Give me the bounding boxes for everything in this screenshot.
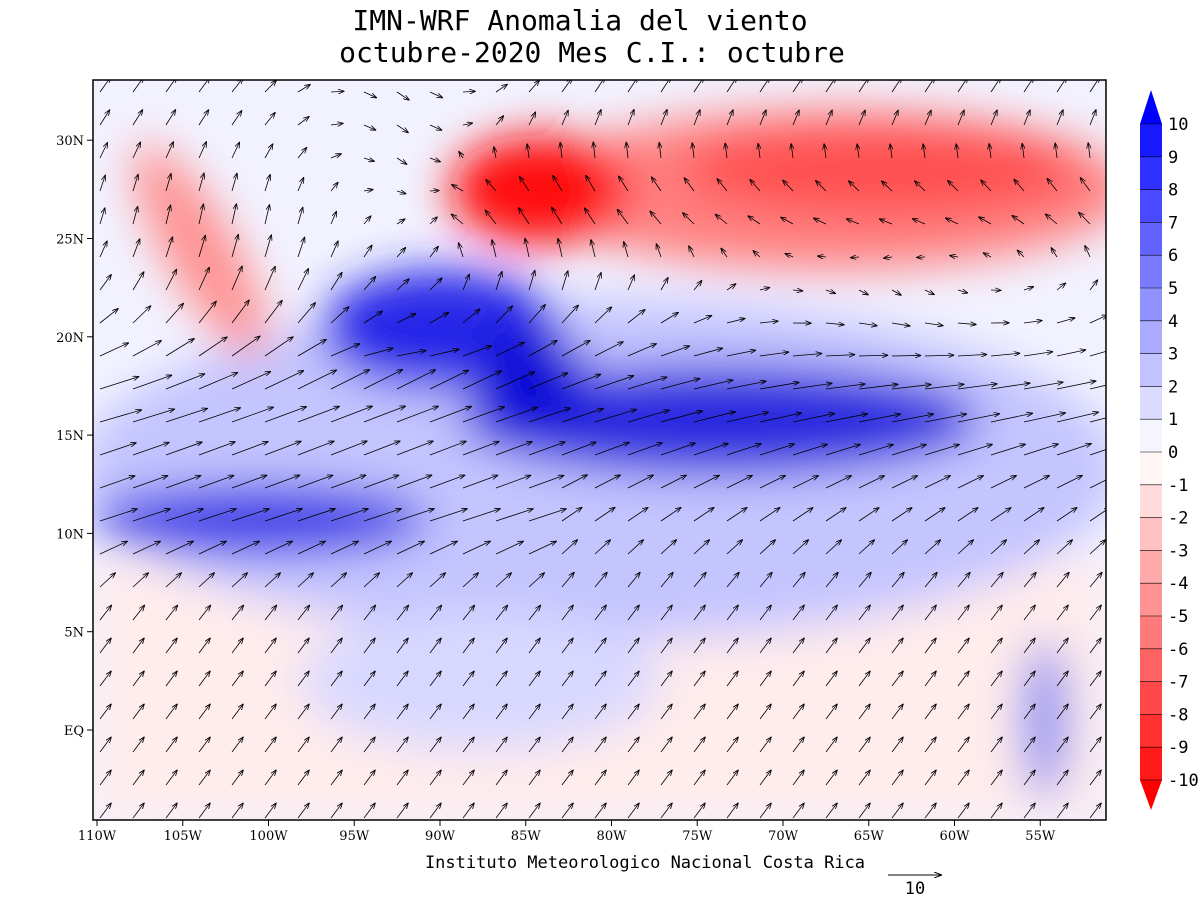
- lon-tick-label: 100W: [249, 829, 288, 844]
- colorbar-bin: [1140, 419, 1162, 452]
- lon-tick-label: 95W: [339, 829, 370, 844]
- lat-tick-label: 15N: [56, 429, 84, 444]
- colorbar-label: -9: [1168, 738, 1188, 758]
- colorbar-label: -6: [1168, 640, 1188, 660]
- lat-tick-label: 25N: [56, 233, 84, 248]
- colorbar-bin: [1140, 386, 1162, 419]
- lat-tick-label: 30N: [56, 134, 84, 149]
- lat-tick-label: 20N: [56, 331, 84, 346]
- colorbar-label: -7: [1168, 673, 1188, 693]
- colorbar-bin: [1140, 550, 1162, 583]
- colorbar-bin: [1140, 485, 1162, 518]
- colorbar-label: 3: [1168, 345, 1178, 365]
- colorbar-bin: [1140, 518, 1162, 551]
- lon-tick-label: 65W: [854, 829, 885, 844]
- colorbar-bin: [1140, 649, 1162, 682]
- colorbar-label: 7: [1168, 213, 1178, 233]
- colorbar-label: 9: [1168, 148, 1178, 168]
- lat-tick-label: 10N: [56, 527, 84, 542]
- lon-tick-label: 105W: [164, 829, 203, 844]
- colorbar-label: 6: [1168, 246, 1178, 266]
- lat-tick-label: EQ: [64, 724, 84, 739]
- colorbar-bin: [1140, 321, 1162, 354]
- lon-tick-label: 80W: [597, 829, 628, 844]
- lon-tick-label: 110W: [78, 829, 117, 844]
- colorbar-bin: [1140, 714, 1162, 747]
- colorbar-bin: [1140, 616, 1162, 649]
- colorbar-label: -8: [1168, 705, 1188, 725]
- vector-reference-label: 10: [905, 879, 925, 899]
- colorbar-bin: [1140, 452, 1162, 485]
- colorbar-label: -2: [1168, 509, 1188, 529]
- colorbar-bin: [1140, 583, 1162, 616]
- colorbar-arrow: [1140, 780, 1162, 810]
- colorbar-label: 2: [1168, 377, 1178, 397]
- colorbar-label: 5: [1168, 279, 1178, 299]
- colorbar-arrow: [1140, 90, 1162, 124]
- title-line: octubre-2020 Mes C.I.: octubre: [339, 36, 845, 69]
- colorbar-bin: [1140, 288, 1162, 321]
- lat-tick-label: 5N: [64, 626, 84, 641]
- title-line: IMN-WRF Anomalia del viento: [352, 4, 807, 37]
- colorbar-bin: [1140, 354, 1162, 387]
- colorbar-label: 8: [1168, 181, 1178, 201]
- lon-tick-label: 55W: [1025, 829, 1056, 844]
- colorbar-label: 1: [1168, 410, 1178, 430]
- colorbar-label: -4: [1168, 574, 1188, 594]
- colorbar-label: -5: [1168, 607, 1188, 627]
- wind-vector: [892, 355, 921, 356]
- lon-tick-label: 75W: [682, 829, 713, 844]
- colorbar-bin: [1140, 682, 1162, 715]
- lon-tick-label: 70W: [768, 829, 799, 844]
- lon-tick-label: 85W: [511, 829, 542, 844]
- colorbar-label: 10: [1168, 115, 1188, 135]
- colorbar-label: -3: [1168, 541, 1188, 561]
- colorbar-bin: [1140, 222, 1162, 255]
- colorbar-label: 0: [1168, 443, 1178, 463]
- colorbar-label: -1: [1168, 476, 1188, 496]
- lon-tick-label: 90W: [425, 829, 456, 844]
- lon-tick-label: 60W: [940, 829, 971, 844]
- colorbar-bin: [1140, 747, 1162, 780]
- footer: Instituto Meteorologico Nacional Costa R…: [425, 853, 865, 873]
- colorbar-bin: [1140, 157, 1162, 190]
- colorbar-bin: [1140, 190, 1162, 223]
- map-field: [80, 77, 1132, 820]
- colorbar-bin: [1140, 124, 1162, 157]
- colorbar-label: 4: [1168, 312, 1178, 332]
- colorbar-label: -10: [1168, 771, 1199, 791]
- colorbar-bin: [1140, 255, 1162, 288]
